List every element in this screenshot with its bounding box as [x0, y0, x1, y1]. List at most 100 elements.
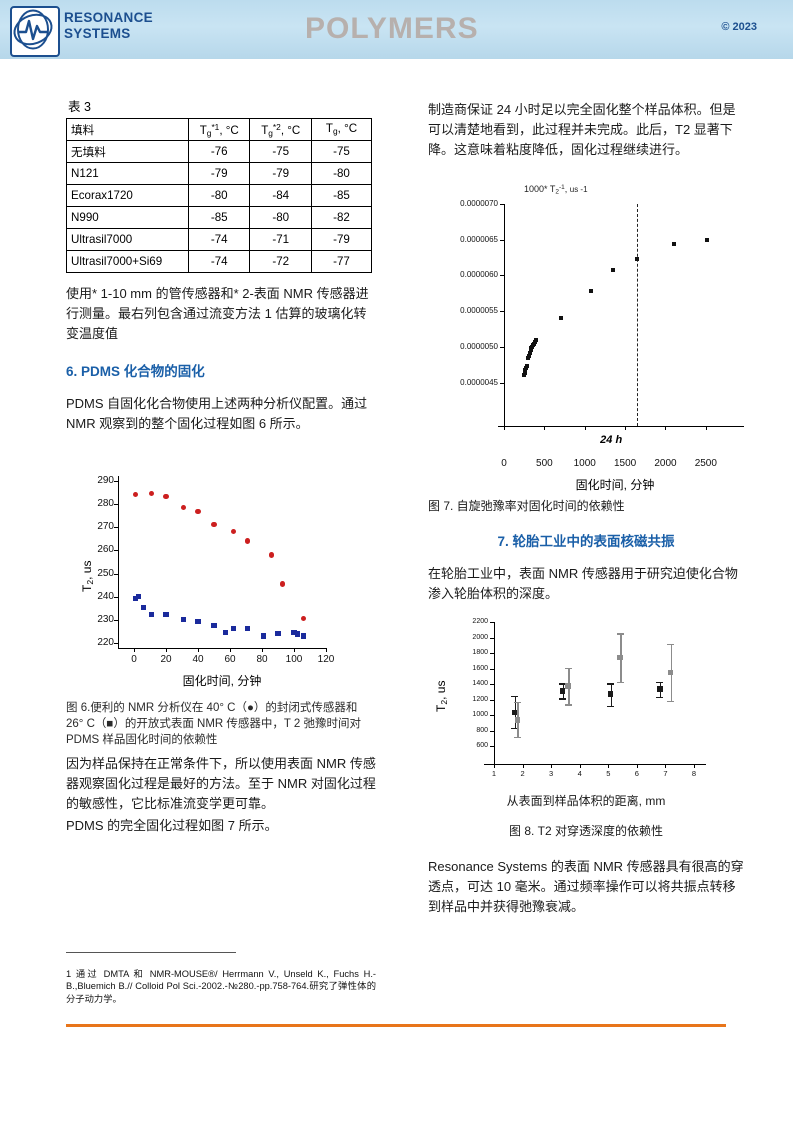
data-point-series-2: [136, 594, 142, 600]
y-tick: [490, 699, 494, 701]
x-tick: [326, 648, 327, 652]
y-tick-label: 290: [97, 474, 114, 486]
y-tick-label: 260: [97, 544, 114, 556]
page-header: RESONANCE SYSTEMS POLYMERS © 2023: [0, 0, 793, 59]
error-bar-cap-bottom: [564, 704, 572, 706]
figure-8-chart: 600 800 1000 1200 1400 1600 1800 2000 2200 1 2 3 4 5 6…: [428, 614, 744, 789]
data-point-series-2: [617, 654, 624, 661]
y-tick-label: 0.0000060: [460, 270, 498, 280]
y-tick: [114, 550, 118, 552]
col-header-tg2: Tg*2, °C: [249, 118, 312, 141]
nmr-waveform-logo-icon: [13, 9, 53, 50]
table-row: N990 -85 -80 -82: [66, 206, 373, 229]
x-tick-label: 120: [317, 654, 335, 665]
cell-tg2: -80: [249, 206, 312, 229]
x-tick-label: 2000: [654, 458, 677, 469]
data-point-series-1: [301, 615, 307, 622]
cell-tg2: -72: [249, 250, 312, 273]
data-point-series-2: [275, 630, 281, 636]
y-tick: [114, 503, 118, 505]
data-point-series-1: [607, 691, 614, 697]
x-axis-line: [498, 426, 744, 427]
resonance-systems-logo: [10, 6, 60, 57]
cell-tg: -82: [310, 206, 373, 229]
error-bar-cap-top: [564, 668, 572, 670]
y-tick-label: 0.0000050: [460, 341, 498, 351]
figure-6-caption: 图 6.便利的 NMR 分析仪在 40° C（●）的封闭式传感器和 26° C（…: [66, 702, 362, 746]
col-header-tg1: Tg*1, °C: [187, 118, 251, 141]
error-bar-cap-bottom: [511, 727, 519, 729]
data-point: [671, 242, 676, 246]
x-tick: [665, 764, 667, 768]
data-point: [527, 351, 532, 356]
y-axis-line: [118, 476, 119, 648]
data-point-series-2: [291, 629, 297, 635]
data-point: [704, 237, 709, 242]
error-bar-cap-bottom: [656, 696, 664, 698]
right-paragraph-1: 制造商保证 24 小时足以完全固化整个样品体积。但是可以清楚地看到，此过程并未完…: [428, 102, 736, 157]
data-point-series-2: [565, 683, 572, 689]
data-point: [523, 366, 528, 371]
x-tick: [494, 764, 495, 768]
data-point-series-1: [133, 491, 139, 497]
error-bar-cap-top: [513, 701, 521, 703]
data-point: [558, 316, 563, 321]
error-bar-cap-bottom: [667, 700, 675, 703]
x-tick: [544, 426, 546, 430]
x-axis-line: [484, 764, 706, 765]
y-tick-label: 2000: [472, 633, 488, 641]
left-paragraph-3: PDMS 的完全固化过程如图 7 所示。: [66, 818, 278, 833]
footnote-divider: [66, 952, 236, 953]
x-tick-label: 40: [192, 654, 204, 665]
cell-tg1: -80: [187, 184, 251, 207]
data-point-series-2: [514, 717, 521, 723]
y-tick: [500, 275, 504, 277]
data-point: [522, 370, 527, 375]
y-tick: [114, 596, 118, 598]
error-bar-cap-top: [559, 683, 567, 685]
figure-8-caption: 图 8. T2 对穿透深度的依赖性: [508, 824, 663, 838]
error-bar-cap-bottom: [616, 682, 624, 684]
x-tick-label: 8: [691, 769, 697, 778]
data-point-series-2: [667, 669, 674, 676]
figure-6-x-axis-label: 固化时间, 分钟: [182, 674, 262, 688]
col-header-filler: 填料: [66, 118, 189, 141]
y-tick-label: 270: [97, 521, 114, 533]
error-bar-cap-bottom: [513, 736, 521, 739]
data-point: [635, 257, 640, 261]
data-point: [526, 356, 531, 361]
figure-7-caption: 图 7. 自旋弛豫率对固化时间的依赖性: [428, 499, 625, 513]
cell-tg: -75: [310, 140, 373, 163]
data-point-series-1: [559, 687, 566, 694]
x-tick: [551, 764, 553, 768]
journal-title: POLYMERS: [305, 12, 479, 45]
y-tick: [490, 668, 494, 670]
figure-6-chart: 220 230 240 250 260 270 280 290 0 20 40 60 80 100 120 T…: [66, 464, 366, 694]
y-tick-label: 1800: [472, 649, 488, 657]
table-note: 使用* 1-10 mm 的管传感器和* 2-表面 NMR 传感器进行测量。最右列…: [66, 286, 369, 341]
glass-transition-table: 填料 Tg*1, °C Tg*2, °C Tg, °C 无填料 -76 -75 …: [66, 118, 373, 273]
y-tick-label: 0.0000065: [460, 234, 498, 244]
data-point: [589, 289, 594, 294]
y-tick: [114, 573, 118, 575]
data-point-series-1: [163, 493, 169, 499]
x-tick: [262, 648, 263, 652]
x-tick-label: 1500: [613, 458, 637, 469]
x-tick: [705, 426, 707, 430]
table-row: Ecorax1720 -80 -84 -85: [66, 184, 373, 207]
cell-tg2: -79: [249, 162, 312, 185]
data-point-series-2: [294, 631, 300, 637]
y-tick-label: 800: [476, 726, 488, 734]
y-tick: [490, 715, 494, 717]
data-point-series-2: [133, 595, 139, 602]
data-point-series-1: [211, 521, 217, 527]
y-tick: [500, 204, 504, 205]
y-tick: [500, 346, 504, 348]
x-tick-label: 500: [536, 458, 553, 469]
cell-tg2: -84: [249, 184, 312, 207]
x-tick-label: 7: [663, 769, 668, 778]
cell-tg: -79: [310, 228, 373, 251]
table-row: N121 -79 -79 -80: [66, 162, 373, 185]
y-tick: [490, 622, 494, 623]
x-tick: [608, 764, 610, 768]
